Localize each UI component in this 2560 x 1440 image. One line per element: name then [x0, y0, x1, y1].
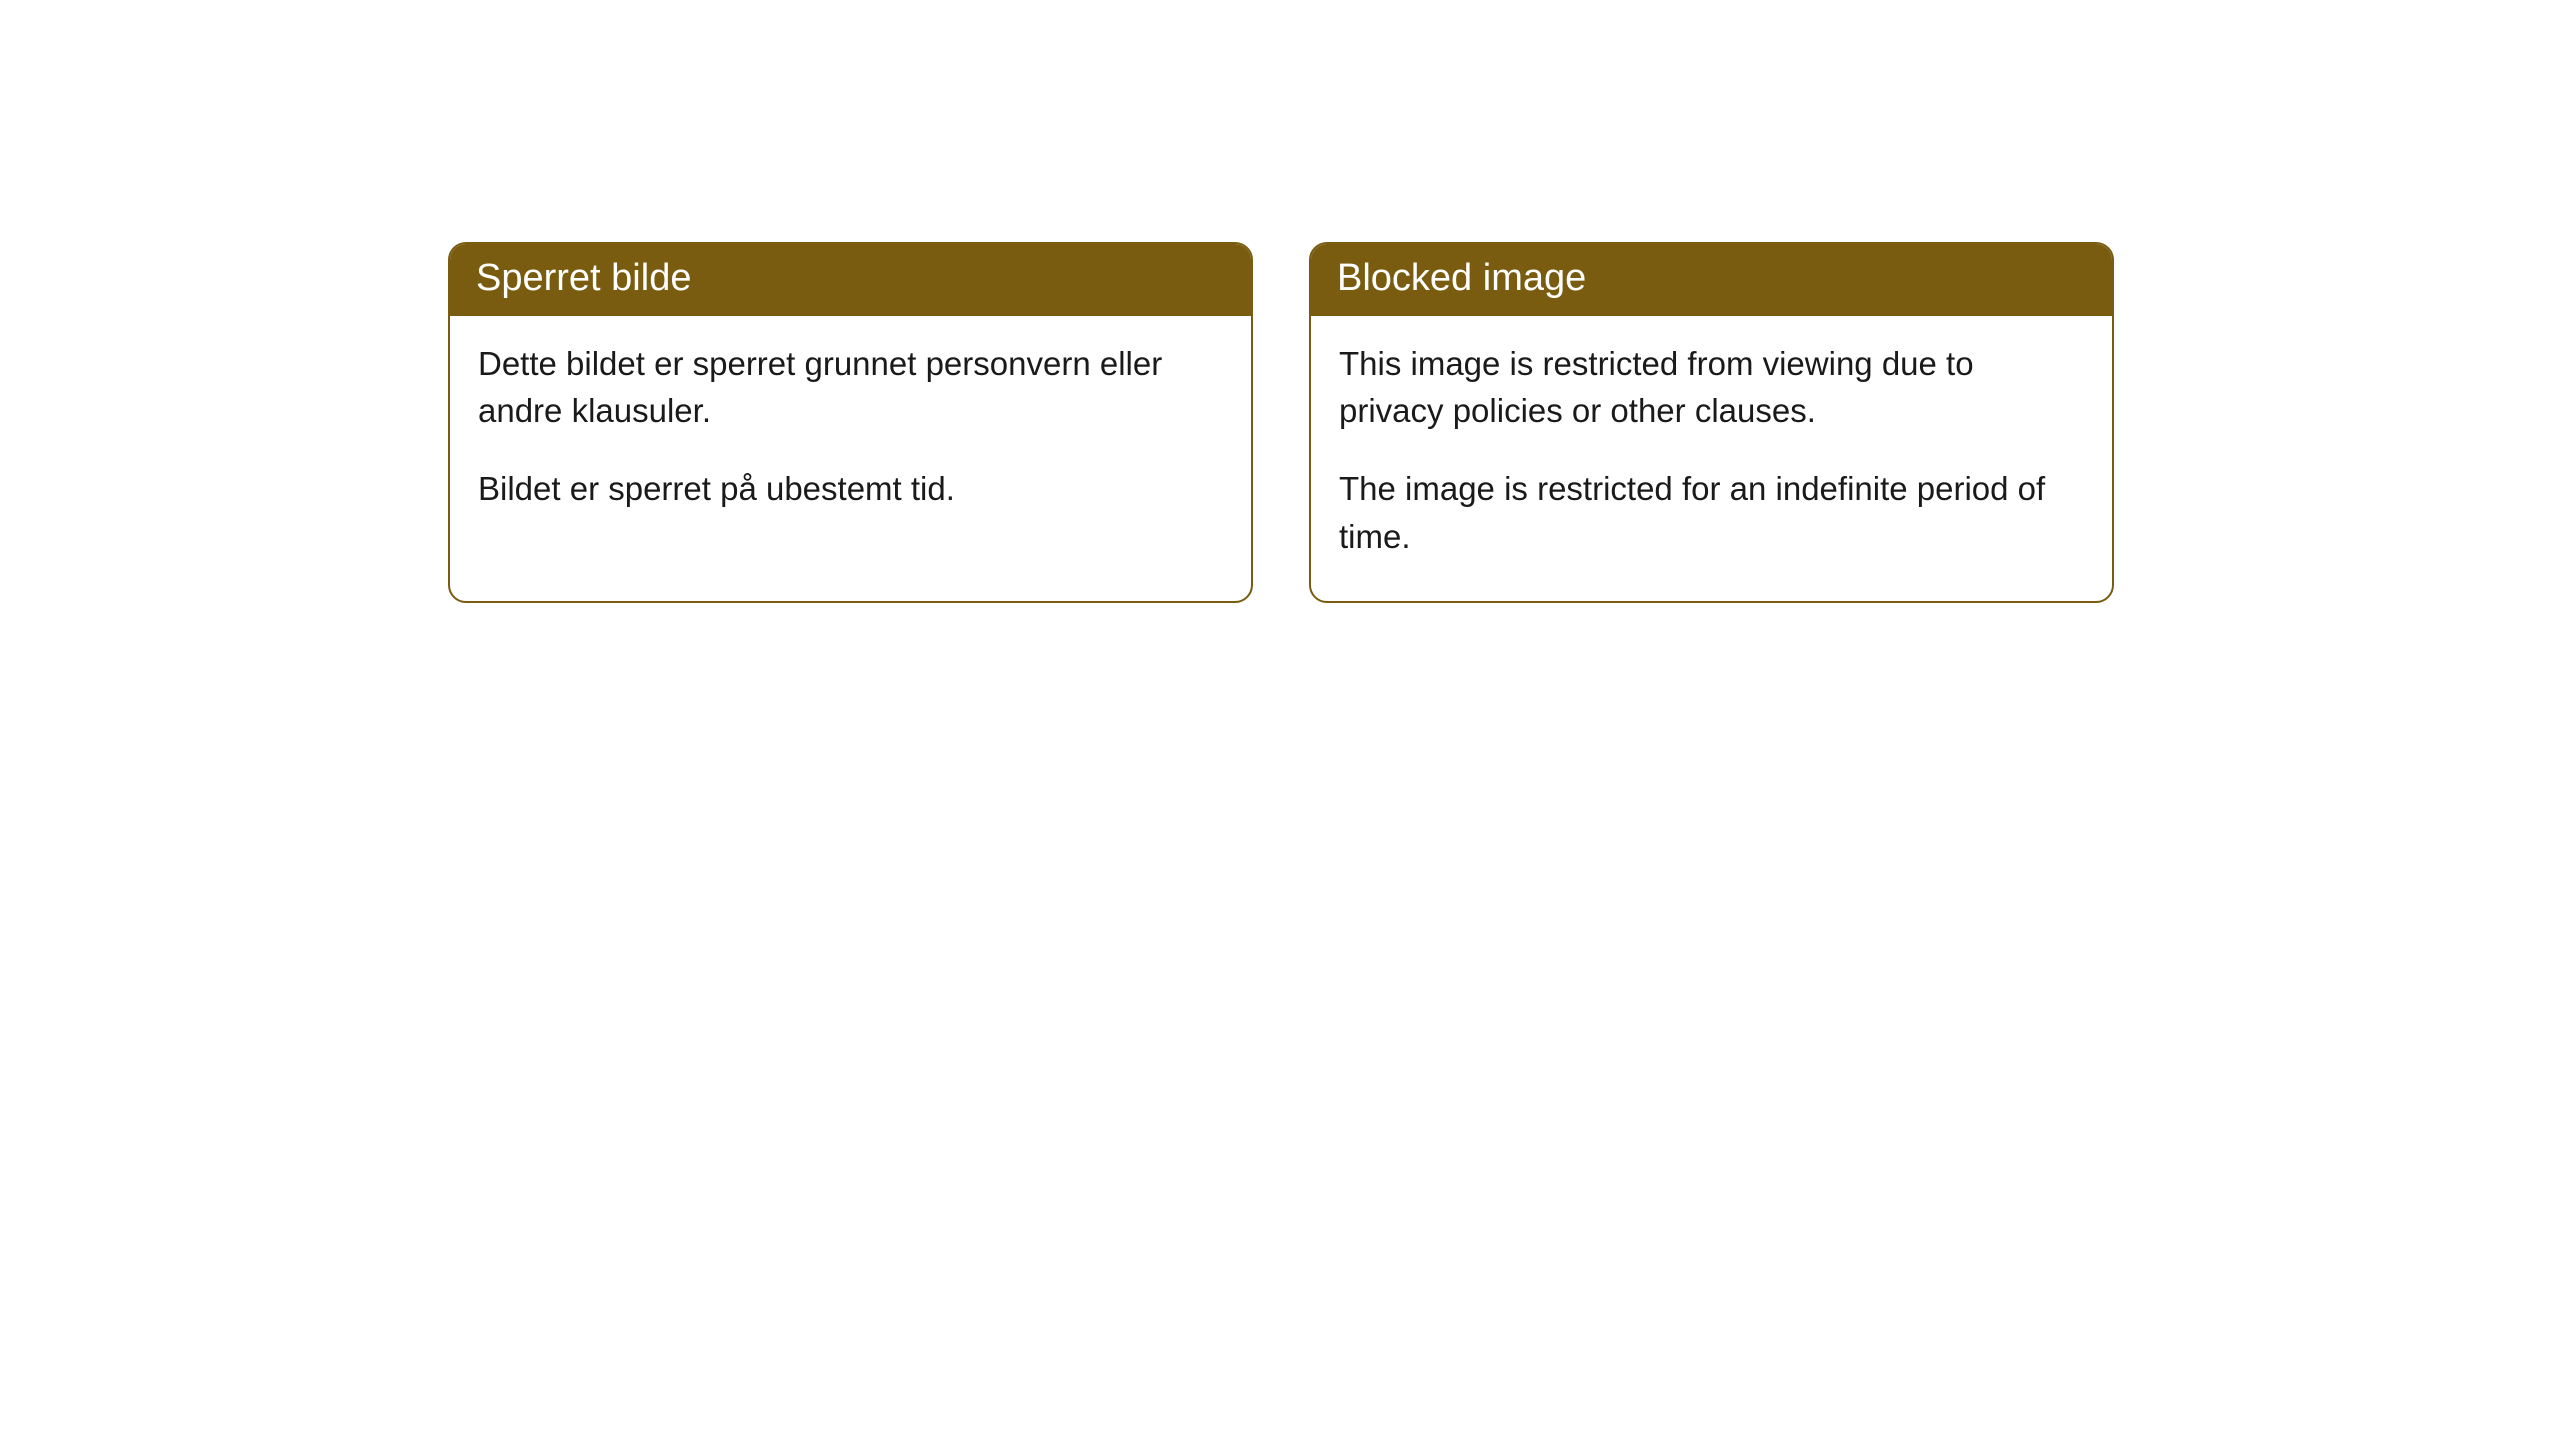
notice-card-norwegian: Sperret bilde Dette bildet er sperret gr… [448, 242, 1253, 603]
card-paragraph: The image is restricted for an indefinit… [1339, 465, 2084, 561]
card-body: This image is restricted from viewing du… [1311, 316, 2112, 601]
card-paragraph: Bildet er sperret på ubestemt tid. [478, 465, 1223, 513]
card-paragraph: This image is restricted from viewing du… [1339, 340, 2084, 436]
card-title: Sperret bilde [476, 257, 691, 299]
card-title: Blocked image [1337, 257, 1586, 299]
card-header: Sperret bilde [450, 244, 1251, 316]
card-header: Blocked image [1311, 244, 2112, 316]
card-body: Dette bildet er sperret grunnet personve… [450, 316, 1251, 554]
card-paragraph: Dette bildet er sperret grunnet personve… [478, 340, 1223, 436]
notice-cards-container: Sperret bilde Dette bildet er sperret gr… [448, 242, 2114, 603]
notice-card-english: Blocked image This image is restricted f… [1309, 242, 2114, 603]
